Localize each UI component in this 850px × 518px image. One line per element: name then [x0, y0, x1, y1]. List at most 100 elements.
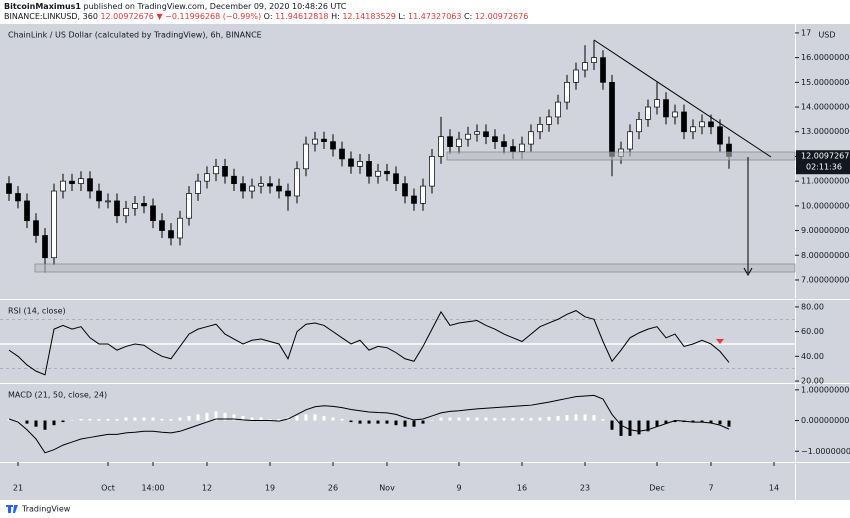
candle-body [168, 230, 174, 239]
histogram-bar [52, 420, 56, 426]
candle-body [114, 200, 120, 217]
candle-body [96, 190, 102, 202]
histogram-bar [628, 420, 632, 436]
footer [0, 500, 850, 518]
histogram-bar [529, 418, 533, 421]
ohlc-value: 11.94612818 [275, 12, 329, 21]
candle-body [456, 138, 462, 147]
candle-body [213, 165, 219, 175]
y-tick-label: 20.00 [801, 377, 824, 386]
histogram-bar [124, 417, 128, 421]
histogram-bar [484, 417, 488, 421]
macd-line [8, 394, 730, 454]
candle-body [267, 183, 273, 187]
pane-title: ChainLink / US Dollar (calculated by Tra… [8, 31, 262, 40]
unit-box [812, 29, 842, 40]
candle-body [717, 126, 723, 145]
change: −0.11996268 (−0.99%) [165, 12, 262, 21]
candle-body [582, 62, 588, 71]
x-tick-label: 16 [517, 484, 527, 493]
histogram-bar [592, 415, 596, 421]
candle-body [564, 81, 570, 103]
candle-body [411, 195, 417, 204]
candle-body [663, 99, 669, 118]
candle-body [600, 57, 606, 83]
ohlc-label: O: [263, 12, 273, 21]
histogram-bar [448, 417, 452, 421]
candle-body [654, 99, 660, 108]
candle-body [303, 143, 309, 170]
histogram-bar [232, 414, 236, 421]
candle-body [186, 193, 192, 219]
histogram-bar [412, 420, 416, 427]
candle-body [690, 126, 696, 133]
histogram-bar [34, 420, 38, 427]
histogram-bar [457, 417, 461, 421]
histogram-bar [439, 417, 443, 421]
candle-body [384, 170, 390, 175]
candle-body [438, 136, 444, 157]
histogram-bar [169, 419, 173, 421]
histogram-bar [178, 417, 182, 421]
y-tick-label: 8.00000000 [801, 251, 849, 260]
x-tick-label: 21 [13, 484, 23, 493]
histogram-bar [322, 415, 326, 421]
histogram-bar [421, 420, 425, 424]
ohlc-label: C: [464, 12, 473, 21]
histogram-bar [16, 420, 20, 422]
histogram-bar [619, 420, 623, 436]
last-price-label: 12.00972676 [801, 152, 850, 161]
y-tick-label: 17. [801, 28, 814, 37]
histogram-bar [700, 420, 704, 423]
publish-line: BitcoinMaximus1 published on TradingView… [4, 2, 528, 12]
candle-body [6, 183, 12, 194]
histogram-bar [610, 420, 614, 430]
y-tick-label: 16.00000000 [801, 53, 850, 62]
histogram-bar [79, 419, 83, 421]
candle-body [519, 143, 525, 152]
ohlc-label: H: [331, 12, 340, 21]
candle-body [222, 165, 228, 177]
candle-body [285, 190, 291, 197]
candle-body [510, 146, 516, 152]
histogram-bar [556, 415, 560, 421]
histogram-bar [331, 417, 335, 421]
candle-body [276, 185, 282, 192]
histogram-bar [304, 414, 308, 421]
histogram-bar [673, 420, 677, 423]
candle-body [429, 156, 435, 187]
histogram-bar [115, 419, 119, 421]
histogram-bar [313, 414, 317, 421]
candle-body [78, 178, 84, 184]
candle-body [474, 131, 480, 135]
histogram-bar [142, 417, 146, 421]
candle-body [321, 138, 327, 142]
histogram-bar [367, 420, 371, 424]
candle-body [330, 141, 336, 150]
histogram-bar [97, 419, 101, 421]
candle-body [33, 220, 39, 236]
histogram-bar [565, 415, 569, 421]
candle-body [159, 220, 165, 231]
ohlc-value: 12.14183529 [342, 12, 396, 21]
histogram-bar [160, 419, 164, 421]
y-tick-label: 14.00000000 [801, 103, 850, 112]
candle-body [465, 133, 471, 140]
candle-body [339, 148, 345, 160]
histogram-bar [196, 414, 200, 421]
brand: TradingView [21, 505, 71, 514]
histogram-bar [277, 419, 281, 421]
candle-body [681, 111, 687, 133]
x-tick-label: Nov [379, 484, 395, 493]
histogram-bar [43, 420, 47, 430]
histogram-bar [583, 414, 587, 421]
candle-body [546, 116, 552, 125]
histogram-bar [7, 419, 11, 421]
histogram-bar [205, 412, 209, 421]
chart-background [0, 24, 850, 500]
x-tick-label: 14 [769, 484, 779, 493]
histogram-bar [655, 420, 659, 427]
candle-body [447, 136, 453, 147]
candle-body [150, 205, 156, 222]
histogram-bar [574, 414, 578, 421]
